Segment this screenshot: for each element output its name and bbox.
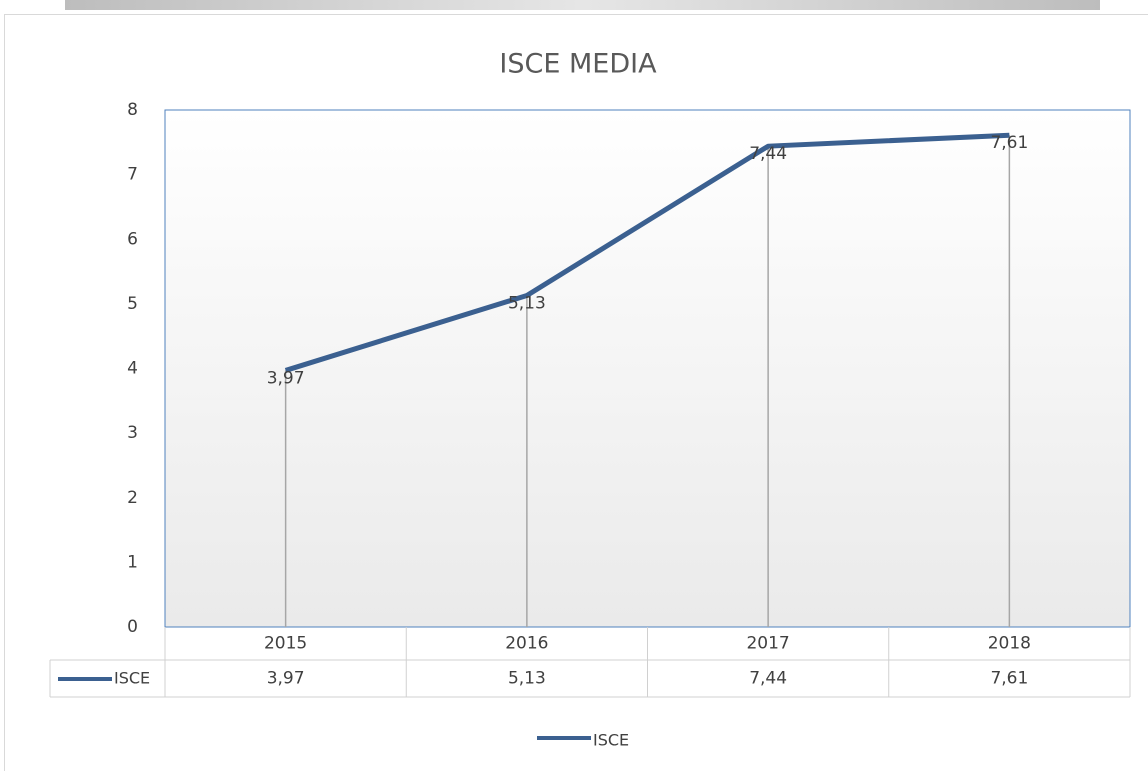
plot-area xyxy=(164,109,1131,628)
table-legend-label: ISCE xyxy=(114,669,150,688)
table-value: 7,44 xyxy=(749,669,787,689)
y-tick-label: 6 xyxy=(127,229,138,249)
x-tick-label: 2018 xyxy=(988,634,1031,654)
legend-label: ISCE xyxy=(593,731,629,750)
y-tick-label: 1 xyxy=(127,552,138,572)
chart-frame xyxy=(4,14,1148,771)
y-tick-label: 2 xyxy=(127,488,138,508)
series-line xyxy=(284,132,1010,373)
x-tick-label: 2017 xyxy=(746,634,789,654)
chart-title: ISCE MEDIA xyxy=(499,49,657,80)
y-tick-label: 5 xyxy=(127,294,138,314)
y-tick-label: 3 xyxy=(127,423,138,443)
x-tick-label: 2016 xyxy=(505,634,548,654)
y-tick-label: 0 xyxy=(127,617,138,637)
top-bar xyxy=(65,0,1100,10)
x-tick-label: 2015 xyxy=(264,634,307,654)
data-label: 3,97 xyxy=(267,368,305,388)
y-tick-label: 4 xyxy=(127,359,138,379)
data-label: 7,44 xyxy=(749,144,787,164)
data-label: 5,13 xyxy=(508,293,546,313)
table-value: 3,97 xyxy=(267,669,305,689)
y-tick-label: 8 xyxy=(127,100,138,120)
table-value: 5,13 xyxy=(508,669,546,689)
y-tick-label: 7 xyxy=(127,165,138,185)
table-value: 7,61 xyxy=(990,669,1028,689)
data-label: 7,61 xyxy=(990,133,1028,153)
